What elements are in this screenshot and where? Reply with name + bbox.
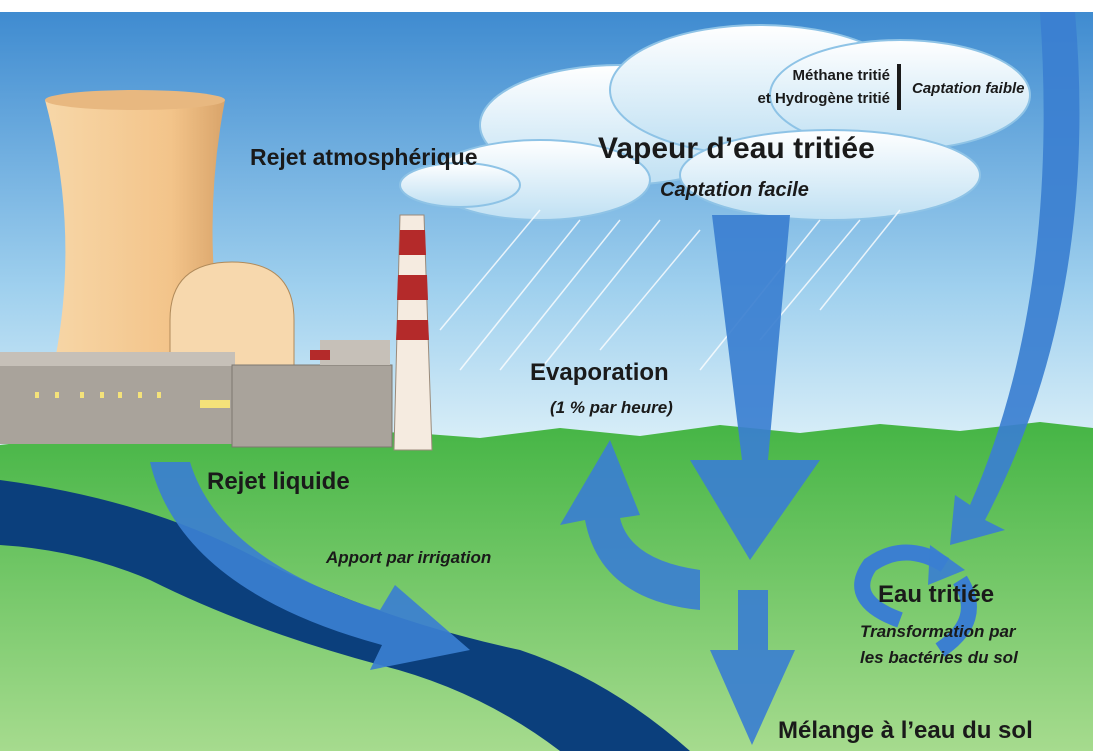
label: Eau tritiée xyxy=(878,581,994,608)
separator xyxy=(897,64,901,110)
diagram: Méthane tritié et Hydrogène tritié Capta… xyxy=(0,0,1093,751)
label: Evaporation xyxy=(530,359,669,386)
label: Mélange à l’eau du sol xyxy=(778,717,1033,744)
label: et Hydrogène tritié xyxy=(757,90,890,107)
label: Apport par irrigation xyxy=(325,548,491,567)
label: Méthane tritié xyxy=(792,67,890,84)
label: les bactéries du sol xyxy=(860,648,1019,667)
label: Rejet atmosphérique xyxy=(250,144,478,170)
label: Captation facile xyxy=(660,179,809,201)
label: Vapeur d’eau tritiée xyxy=(598,132,875,165)
label: Rejet liquide xyxy=(207,468,350,495)
label: (1 % par heure) xyxy=(550,398,673,417)
label: Captation faible xyxy=(912,80,1025,97)
label: Transformation par xyxy=(860,622,1017,641)
